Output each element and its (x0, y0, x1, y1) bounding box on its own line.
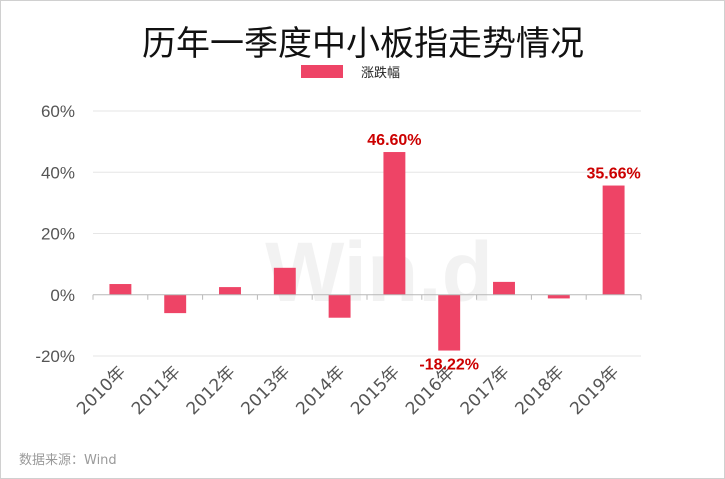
legend: 涨跌幅 (301, 65, 400, 81)
source-note: 数据来源：Wind (19, 453, 117, 468)
x-tick-label: 2011年 (128, 362, 185, 419)
bar (273, 267, 296, 295)
chart-title: 历年一季度中小板指走势情况 (142, 24, 584, 64)
bar (219, 287, 241, 295)
bar (438, 294, 461, 351)
x-tick-label: 2015年 (347, 362, 404, 419)
bar (547, 294, 570, 299)
bar (602, 185, 625, 295)
grid-lines (93, 110, 641, 357)
bars (109, 152, 625, 351)
bar (493, 281, 515, 295)
x-tick-label: 2018年 (512, 362, 569, 419)
data-label: 46.60% (367, 132, 421, 149)
legend-label: 涨跌幅 (361, 65, 400, 81)
data-label: 35.66% (586, 166, 640, 183)
data-labels: 46.60% -18.22% 35.66% (367, 132, 640, 374)
bar (164, 294, 187, 314)
legend-swatch (301, 65, 343, 78)
x-axis-ticks: 2010年2011年2012年2013年2014年2015年2016年2017年… (73, 362, 623, 419)
y-tick-label: 0% (50, 286, 75, 305)
bar (328, 294, 351, 318)
x-tick-label: 2013年 (238, 362, 295, 419)
x-tick-label: 2010年 (73, 362, 130, 419)
y-tick-label: 60% (41, 102, 75, 121)
x-axis-tick-marks (92, 294, 642, 300)
y-tick-label: 20% (41, 225, 75, 244)
bar (109, 284, 132, 295)
x-tick-label: 2014年 (292, 362, 349, 419)
y-tick-label: 40% (41, 163, 75, 182)
y-axis-ticks: 60% 40% 20% 0% -20% (35, 102, 75, 366)
bar (383, 152, 406, 295)
x-tick-label: 2012年 (183, 362, 240, 419)
x-tick-label: 2019年 (566, 362, 623, 419)
y-tick-label: -20% (35, 347, 75, 366)
data-label: -18.22% (419, 357, 479, 374)
